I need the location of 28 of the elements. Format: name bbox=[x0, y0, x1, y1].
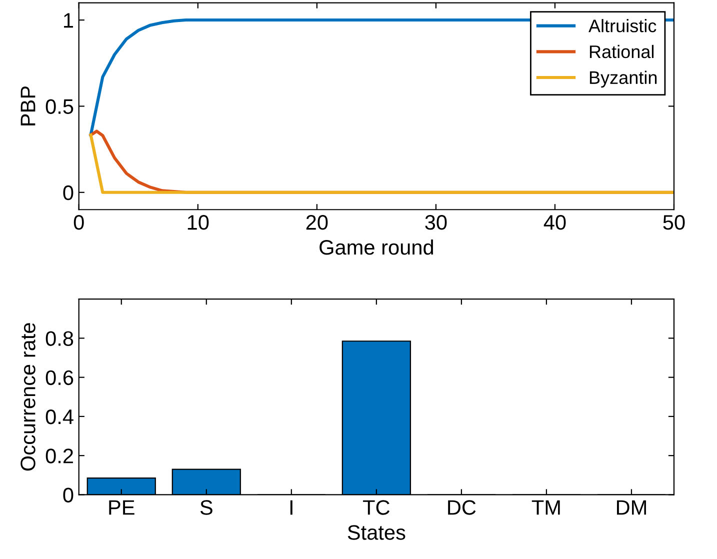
x-tick-label: S bbox=[200, 500, 212, 515]
x-tick-label: 20 bbox=[306, 215, 328, 230]
y-tick-label: 0.2 bbox=[46, 448, 73, 464]
legend-label: Byzantin bbox=[590, 70, 657, 88]
x-axis-title: States bbox=[348, 525, 406, 540]
y-tick-label: 1 bbox=[64, 13, 73, 28]
x-tick-label: 10 bbox=[188, 215, 209, 230]
x-tick-label: 30 bbox=[425, 215, 447, 230]
y-tick-label: 0 bbox=[63, 185, 74, 200]
x-tick-label: 40 bbox=[544, 215, 566, 230]
y-tick-label: 0.5 bbox=[46, 99, 74, 114]
legend-label: Altruistic bbox=[588, 19, 656, 32]
y-tick-label: 0 bbox=[63, 488, 74, 502]
y-tick-label: 0.4 bbox=[46, 409, 74, 424]
x-tick-label: DM bbox=[616, 500, 646, 515]
x-tick-label: I bbox=[290, 500, 292, 515]
x-tick-label: 0 bbox=[74, 215, 84, 230]
y-tick-label: 0.8 bbox=[46, 331, 74, 346]
x-tick-label: TM bbox=[532, 500, 560, 515]
x-tick-label: 50 bbox=[663, 215, 685, 230]
x-tick-label: TC bbox=[363, 500, 390, 515]
x-axis-title: Game round bbox=[320, 239, 433, 255]
y-tick-label: 0.6 bbox=[46, 370, 74, 386]
legend-label: Rational bbox=[590, 44, 654, 58]
y-axis-title: Occurrence rate bbox=[20, 323, 36, 471]
y-axis-title: PBP bbox=[20, 86, 36, 126]
x-tick-label: DC bbox=[448, 500, 476, 515]
x-tick-label: PE bbox=[109, 500, 134, 515]
